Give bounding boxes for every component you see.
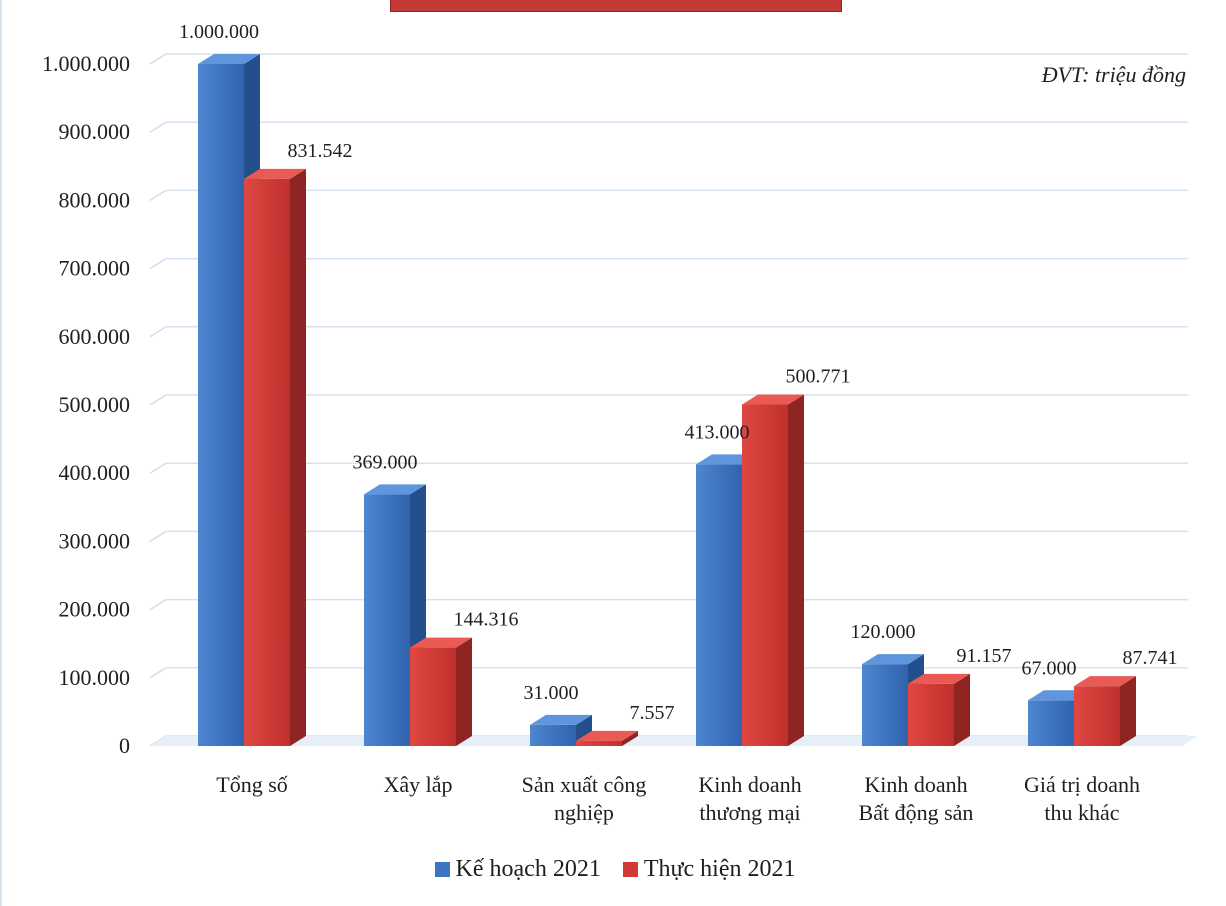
y-tick-label: 900.000 [59, 119, 131, 144]
x-category-line: nghiệp [554, 800, 614, 825]
bar-front [364, 494, 410, 746]
x-category-line: thu khác [1044, 800, 1119, 825]
y-tick-label: 0 [119, 733, 130, 758]
bar-front [198, 64, 244, 746]
legend-item-thuc-hien: Thực hiện 2021 [622, 856, 796, 883]
x-category-line: Bất động sản [859, 800, 974, 825]
x-category-label: Xây lắp [383, 772, 452, 797]
x-category-label: Tổng số [216, 772, 288, 797]
gridline-slant [149, 189, 167, 202]
bar-front [908, 683, 954, 746]
bar-side [290, 168, 306, 746]
x-axis-category-labels: Tổng số Xây lắp Sản xuất công nghiệp Kinh do… [216, 772, 1140, 825]
y-axis-tick-labels: 0 100.000 200.000 300.000 400.000 500.000 600.… [42, 51, 130, 758]
gridline-slant [149, 326, 167, 338]
bar-front [244, 178, 290, 746]
bar-thuc-hien [742, 394, 804, 746]
x-category-label: Kinh doanh Bất động sản [859, 772, 974, 825]
gridline-slant [149, 667, 167, 679]
gridline-slant [149, 462, 167, 474]
x-category-line: Tổng số [216, 772, 288, 797]
legend-label-thuc-hien: Thực hiện 2021 [643, 856, 796, 882]
bar-side [622, 730, 638, 746]
bar-top [742, 394, 804, 405]
bar-top [862, 654, 924, 665]
gridline-slant [149, 598, 167, 611]
bar-front [862, 664, 908, 746]
y-tick-label: 700.000 [59, 256, 131, 281]
x-category-line: Giá trị doanh [1024, 772, 1140, 797]
bar-top [198, 54, 260, 64]
data-labels: 1.000.000 831.542 369.000 144.316 31.000 7.55… [179, 21, 1178, 724]
x-category-line: Kinh doanh [864, 772, 967, 797]
data-label-ke-hoach: 120.000 [851, 621, 916, 643]
x-category-label: Sản xuất công nghiệp [522, 772, 647, 825]
y-tick-label: 800.000 [59, 187, 131, 212]
bars [198, 54, 1136, 746]
data-label-thuc-hien: 7.557 [630, 702, 675, 724]
data-label-ke-hoach: 369.000 [353, 451, 418, 473]
bar-thuc-hien [410, 637, 472, 746]
bar-top [576, 730, 638, 741]
data-label-thuc-hien: 500.771 [786, 365, 851, 387]
y-tick-label: 400.000 [59, 460, 131, 485]
legend-swatch-ke-hoach [434, 862, 450, 877]
bar-thuc-hien [908, 673, 970, 746]
data-label-thuc-hien: 91.157 [957, 645, 1012, 667]
data-label-ke-hoach: 67.000 [1022, 657, 1077, 679]
bar-side [456, 637, 472, 746]
data-label-thuc-hien: 87.741 [1123, 647, 1178, 669]
legend-label-ke-hoach: Kế hoạch 2021 [455, 856, 601, 882]
data-label-thuc-hien: 831.542 [288, 140, 353, 162]
data-label-ke-hoach: 413.000 [685, 421, 750, 443]
gridline-slant [149, 53, 167, 65]
y-tick-label: 100.000 [59, 665, 131, 690]
x-category-line: Sản xuất công [522, 772, 647, 797]
bar-front [742, 404, 788, 746]
bar-front [1028, 700, 1074, 746]
x-category-line: Xây lắp [383, 772, 452, 797]
gridline-slant [149, 121, 167, 133]
gridline-slant [149, 257, 167, 270]
gridline-slant [149, 530, 167, 543]
bar-top [908, 673, 970, 684]
bar-thuc-hien [1074, 676, 1136, 746]
data-label-ke-hoach: 1.000.000 [179, 21, 259, 43]
bar-side [788, 394, 804, 746]
bar-front [576, 740, 622, 746]
y-tick-label: 200.000 [59, 597, 131, 622]
y-tick-label: 500.000 [59, 392, 131, 417]
unit-note: ĐVT: triệu đồng [1041, 62, 1186, 87]
y-tick-label: 600.000 [59, 324, 131, 349]
x-category-line: thương mại [699, 800, 800, 825]
bar-front [696, 464, 742, 746]
data-label-thuc-hien: 144.316 [454, 609, 519, 631]
bar-top [364, 484, 426, 495]
x-category-line: Kinh doanh [698, 772, 801, 797]
gridline-slant [149, 394, 167, 406]
bar-thuc-hien [244, 168, 306, 746]
legend-swatch-thuc-hien [622, 862, 638, 877]
legend-item-ke-hoach: Kế hoạch 2021 [434, 856, 601, 883]
bar-top [1074, 676, 1136, 687]
y-tick-label: 1.000.000 [42, 51, 130, 76]
x-category-label: Kinh doanh thương mại [698, 772, 801, 825]
bar-side [1120, 676, 1136, 746]
bar-ke-hoach [530, 714, 592, 746]
bar-thuc-hien [576, 730, 638, 746]
x-category-label: Giá trị doanh thu khác [1024, 772, 1140, 825]
bar-front [1074, 686, 1120, 746]
bar-front [410, 647, 456, 746]
bar-top [530, 714, 592, 725]
title-banner [390, 0, 842, 12]
data-label-ke-hoach: 31.000 [524, 682, 579, 704]
legend: Kế hoạch 2021 Thực hiện 2021 [2, 856, 1226, 883]
bar-top [244, 168, 306, 179]
bar-side [954, 673, 970, 746]
bar-top [410, 637, 472, 648]
y-tick-label: 300.000 [59, 528, 131, 553]
bar-front [530, 724, 576, 746]
